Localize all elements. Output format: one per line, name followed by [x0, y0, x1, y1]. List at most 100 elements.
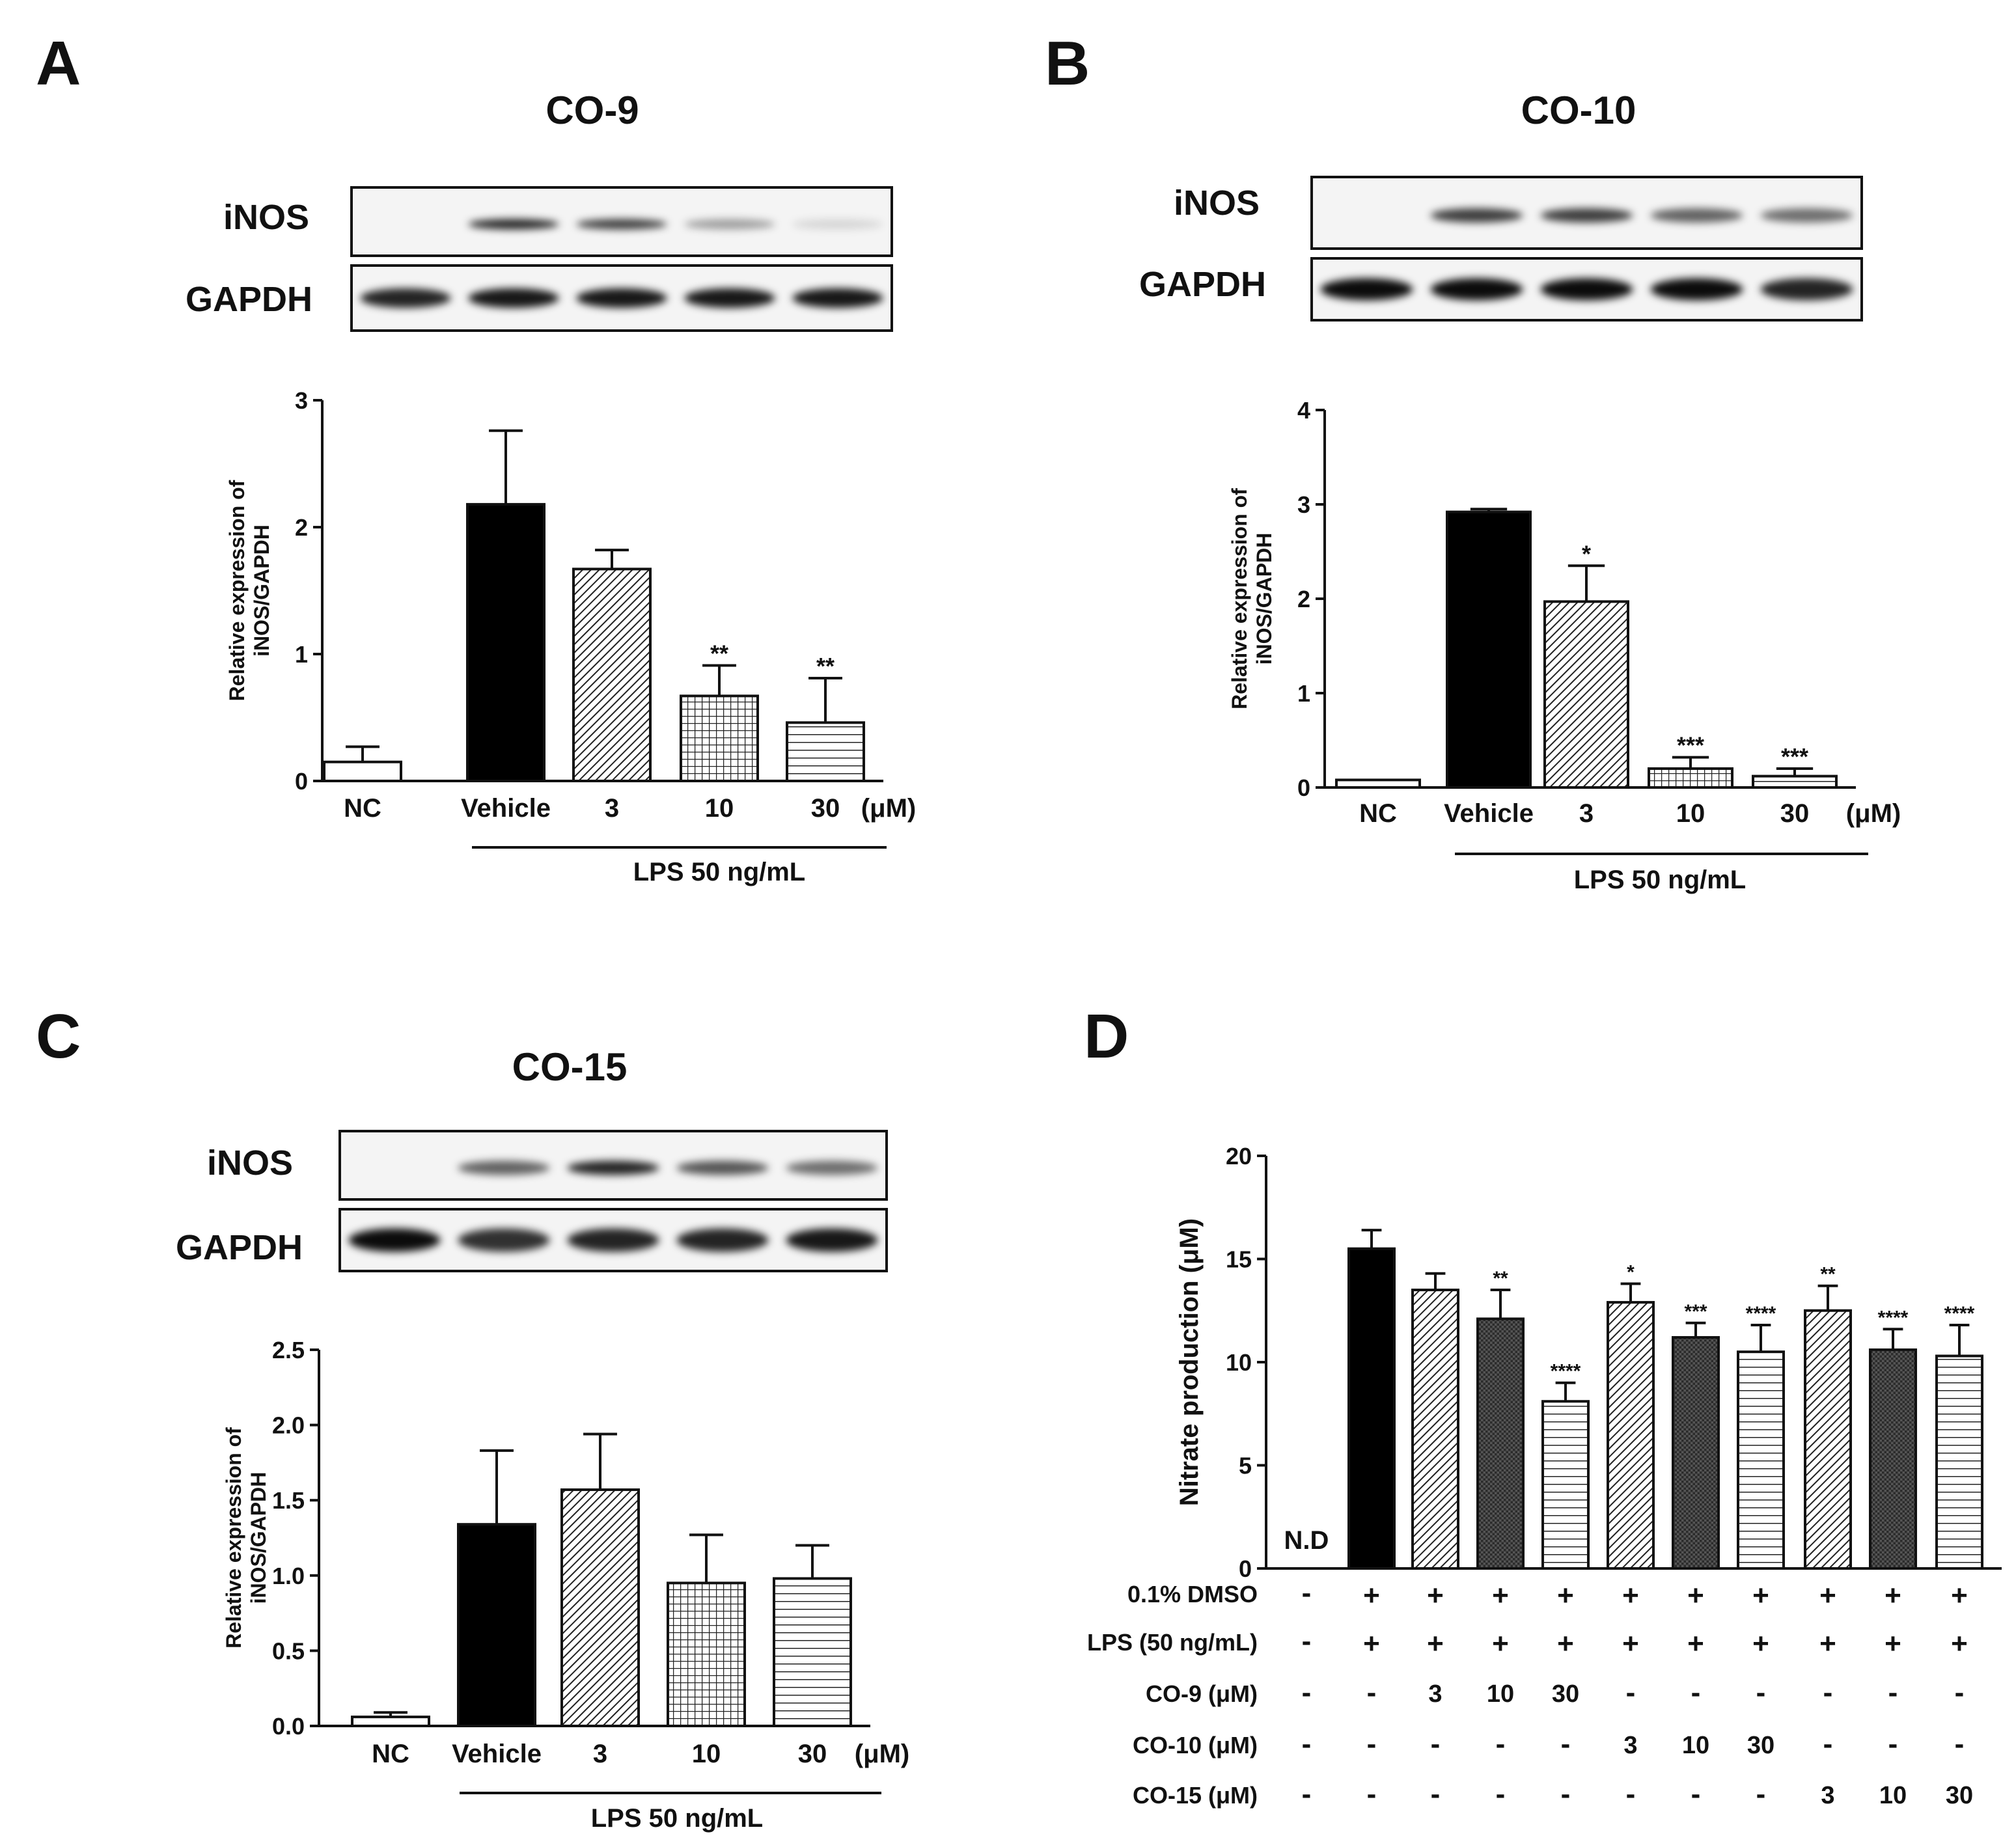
- y-tick-label: 15: [1226, 1246, 1252, 1273]
- panel-letter-c: C: [36, 1002, 81, 1071]
- bar: [457, 1523, 536, 1727]
- treatment-cell: 3: [1623, 1732, 1637, 1759]
- significance-marker: ****: [1551, 1361, 1581, 1382]
- blot-label-inos-c: iNOS: [207, 1143, 293, 1183]
- y-tick-label: 0: [1239, 1555, 1252, 1582]
- blot-label-inos-b: iNOS: [1174, 184, 1260, 223]
- treatment-cell: +: [1427, 1580, 1444, 1611]
- blot-band: [1540, 278, 1633, 301]
- significance-marker: ***: [1781, 743, 1808, 770]
- treatment-cell: +: [1363, 1580, 1380, 1611]
- y-axis-label: iNOS/GAPDH: [1252, 533, 1276, 665]
- y-tick-label: 0.0: [272, 1713, 305, 1740]
- treatment-cell: +: [1752, 1628, 1769, 1660]
- y-tick-label: 1: [1297, 680, 1310, 707]
- treatment-row-label: CO-15 (μM): [1133, 1782, 1258, 1809]
- panel-title-a: CO-9: [545, 89, 639, 132]
- treatment-cell: 30: [1552, 1680, 1579, 1708]
- blot-band: [458, 1160, 550, 1175]
- treatment-cell: -: [1561, 1728, 1571, 1760]
- bar: [1543, 600, 1629, 789]
- unit-label: (μM): [861, 794, 916, 823]
- x-tick-label: 3: [593, 1740, 607, 1768]
- treatment-cell: -: [1496, 1778, 1506, 1810]
- panel-title-c: CO-15: [512, 1045, 628, 1089]
- unit-label: (μM): [855, 1740, 909, 1768]
- treatment-cell: -: [1756, 1676, 1766, 1708]
- blot-band: [792, 288, 883, 308]
- treatment-cell: -: [1888, 1728, 1898, 1760]
- blot-band: [1430, 208, 1523, 223]
- panel-letter-a: A: [36, 29, 81, 98]
- blot-band: [576, 219, 667, 230]
- treatment-cell: -: [1302, 1625, 1312, 1657]
- treatment-cell: -: [1823, 1728, 1833, 1760]
- blot-band: [468, 219, 559, 230]
- blot-label-inos-a: iNOS: [223, 198, 309, 237]
- treatment-cell: +: [1819, 1628, 1836, 1660]
- bar: [1347, 1247, 1396, 1570]
- blot-band: [786, 1228, 878, 1252]
- group-label: LPS 50 ng/mL: [1574, 866, 1747, 894]
- y-tick-label: 1: [295, 641, 308, 668]
- blot-band: [786, 1160, 878, 1175]
- blot-band: [567, 1160, 659, 1175]
- x-tick-label: 30: [1780, 799, 1810, 828]
- treatment-cell: +: [1622, 1628, 1639, 1660]
- blot-label-gapdh-c: GAPDH: [176, 1228, 303, 1267]
- significance-marker: **: [1493, 1268, 1508, 1289]
- blot-band: [458, 1228, 550, 1252]
- bar: [1869, 1348, 1917, 1570]
- bar: [572, 568, 652, 782]
- x-tick-label: NC: [1359, 799, 1397, 828]
- blot-band: [676, 1228, 769, 1252]
- y-tick-label: 2.5: [272, 1337, 305, 1363]
- treatment-cell: +: [1492, 1580, 1509, 1611]
- blot-label-gapdh-b: GAPDH: [1139, 265, 1266, 304]
- treatment-cell: +: [1427, 1628, 1444, 1660]
- bar: [1541, 1400, 1590, 1570]
- panel-title-b: CO-10: [1521, 89, 1636, 132]
- panel-letter-b: B: [1045, 29, 1090, 98]
- x-tick-label: 10: [692, 1740, 721, 1768]
- treatment-cell: -: [1302, 1778, 1312, 1810]
- treatment-cell: -: [1367, 1728, 1377, 1760]
- treatment-cell: +: [1819, 1580, 1836, 1611]
- x-tick-label: Vehicle: [1444, 799, 1534, 828]
- bar: [1737, 1350, 1785, 1570]
- bar: [786, 721, 865, 783]
- bar: [323, 760, 402, 782]
- treatment-table: 0.1% DMSO - + + + + + + + + + + LPS (50 ng/mL) - + + + + +…: [1087, 1577, 1973, 1810]
- western-blots: [338, 176, 1863, 1272]
- treatment-row-label: LPS (50 ng/mL): [1087, 1629, 1258, 1656]
- group-label: LPS 50 ng/mL: [633, 858, 806, 886]
- y-tick-label: 1.0: [272, 1563, 305, 1589]
- treatment-cell: 30: [1946, 1782, 1973, 1809]
- x-tick-label: NC: [372, 1740, 409, 1768]
- blot-label-gapdh-a: GAPDH: [186, 280, 312, 319]
- significance-marker: **: [816, 653, 835, 679]
- y-tick-label: 5: [1239, 1453, 1252, 1479]
- y-tick-label: 3: [1297, 491, 1310, 518]
- y-axis-label: Relative expression of: [1228, 488, 1251, 709]
- blot-band: [468, 288, 559, 308]
- treatment-cell: +: [1752, 1580, 1769, 1611]
- y-axis-label: Nitrate production (μM): [1175, 1218, 1204, 1506]
- blot-band: [1540, 208, 1633, 223]
- panel-letter-d: D: [1084, 1002, 1129, 1071]
- bar: [1935, 1354, 1983, 1570]
- blot-band: [1430, 278, 1523, 301]
- significance-marker: **: [1820, 1264, 1836, 1285]
- y-tick-label: 0: [295, 768, 308, 795]
- y-axis-label: Relative expression of: [225, 480, 249, 701]
- significance-marker: ****: [1944, 1303, 1975, 1324]
- bar: [1607, 1301, 1655, 1570]
- blot-band: [1320, 278, 1413, 301]
- x-tick-label: Vehicle: [461, 794, 551, 823]
- bar: [560, 1488, 640, 1728]
- x-tick-label: 3: [1579, 799, 1594, 828]
- treatment-cell: -: [1561, 1778, 1571, 1810]
- y-tick-label: 4: [1297, 397, 1310, 424]
- blot-band: [1650, 278, 1743, 301]
